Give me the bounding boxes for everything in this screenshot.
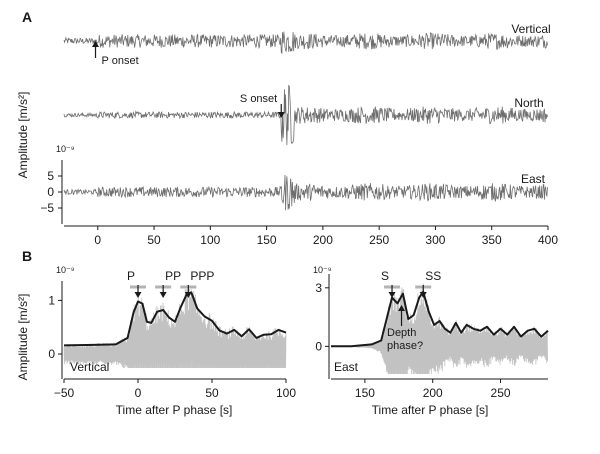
bl-xtick-label: −50 (54, 386, 75, 400)
panel-a-ytick-label: 5 (47, 169, 54, 183)
trace-north (63, 84, 548, 146)
panel-a-xtick-label: 200 (313, 233, 333, 247)
panel-a-xtick-label: 400 (538, 233, 558, 247)
panel-a-ylabel: Amplitude [m/s²] (16, 92, 30, 179)
br-xtick-label: 150 (355, 386, 375, 400)
panel-a-letter: A (22, 9, 32, 25)
panel-b-right-exponent: 10⁻⁹ (313, 265, 332, 275)
panel-b-ylabel: Amplitude [m/s²] (16, 294, 30, 381)
panel-b-left-xlabel: Time after P phase [s] (116, 403, 233, 417)
panel-a-xtick-label: 350 (482, 233, 502, 247)
panel-b-left-axes: −50 0 50 100 0 1 (48, 281, 296, 400)
br-marker-arrowhead-s (388, 292, 396, 298)
panel-a-xtick-label: 0 (94, 233, 101, 247)
p-onset-label: P onset (102, 55, 139, 67)
panel-a-xtick-label: 250 (369, 233, 389, 247)
br-marker-label-ss: SS (425, 269, 441, 283)
br-marker-label-s: S (381, 269, 389, 283)
bl-xtick-label: 100 (276, 386, 296, 400)
panel-b-right-axes: 150 200 250 0 3 (315, 274, 548, 400)
trace-vertical (63, 31, 548, 55)
depth-phase-label-line1: Depth (387, 327, 416, 339)
trace-east (63, 174, 548, 211)
depth-phase-label-line2: phase? (387, 340, 423, 352)
br-envelope-line (331, 290, 549, 348)
panel-a-xtick-label: 300 (425, 233, 445, 247)
bl-xtick-label: 50 (205, 386, 219, 400)
br-raw-trace (331, 283, 548, 375)
panel-b-left-phase-markers: P PP PPP (127, 269, 214, 298)
panel-a-xtick-label: 50 (147, 233, 161, 247)
panel-a-annotations: P onset S onset (92, 41, 285, 118)
br-xtick-label: 200 (423, 386, 443, 400)
bl-raw-trace (63, 288, 287, 369)
br-xtick-label: 250 (491, 386, 511, 400)
series-label-north: North (514, 96, 543, 110)
panel-a-ytick-label: 0 (47, 185, 54, 199)
channel-label-vertical: Vertical (70, 360, 109, 374)
panel-a-ytick-label: −5 (40, 201, 54, 215)
panel-b-right-trace (331, 283, 548, 375)
panel-b-right-xlabel: Time after P phase [s] (372, 403, 489, 417)
bl-ytick-label: 0 (48, 347, 55, 361)
bl-marker-label-pp: PP (165, 269, 181, 283)
p-onset-arrowhead (92, 41, 100, 47)
s-onset-label: S onset (240, 93, 277, 105)
bl-marker-arrowhead-ppp (184, 292, 192, 298)
series-label-vertical: Vertical (511, 22, 550, 36)
bl-marker-label-p: P (127, 269, 135, 283)
series-label-east: East (521, 172, 546, 186)
panel-b-left-exponent: 10⁻⁹ (56, 265, 75, 275)
bl-marker-label-ppp: PPP (190, 269, 214, 283)
channel-label-east: East (334, 360, 359, 374)
panel-b-left-trace (63, 288, 287, 369)
bl-ytick-label: 1 (48, 293, 55, 307)
s-onset-arrowhead (277, 112, 285, 118)
br-ytick-label: 0 (315, 339, 322, 353)
panel-a-xtick-label: 150 (257, 233, 277, 247)
bl-marker-arrowhead-p (134, 292, 142, 298)
bl-xtick-label: 0 (135, 386, 142, 400)
panel-a-traces (63, 31, 548, 211)
panel-b-right-phase-markers: S SS (381, 269, 441, 326)
bl-marker-arrowhead-pp (159, 292, 167, 298)
br-ytick-label: 3 (315, 281, 322, 295)
panel-b-letter: B (22, 248, 32, 264)
br-marker-arrowhead-ss (419, 292, 427, 298)
br-depth-arrowhead (398, 305, 406, 311)
panel-a-exponent: 10⁻⁹ (56, 144, 75, 154)
panel-a-xtick-label: 100 (200, 233, 220, 247)
panel-b-right-envelope (331, 290, 549, 348)
